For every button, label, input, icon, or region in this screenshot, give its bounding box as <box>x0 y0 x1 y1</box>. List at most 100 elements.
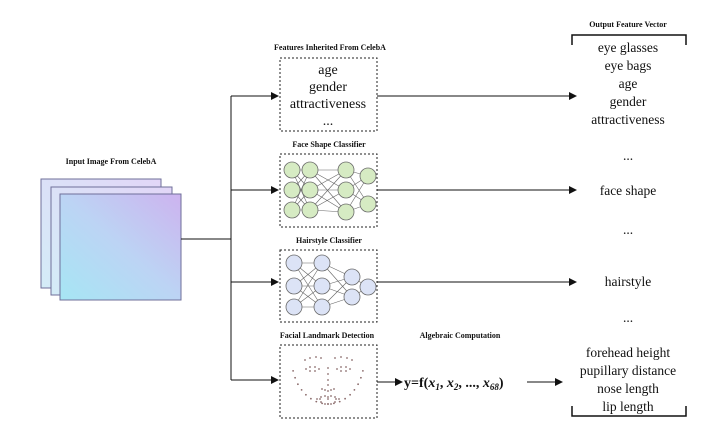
output-item-hairstyle: hairstyle <box>605 274 652 289</box>
algebraic-computation: Algebraic Computation y=f(x1, x2, ..., x… <box>377 331 504 392</box>
hairstyle-title: Hairstyle Classifier <box>296 236 362 245</box>
network-node <box>313 298 331 316</box>
landmark-point <box>309 366 311 368</box>
output-feature-vector: Output Feature Vector eye glasses eye ba… <box>571 20 687 417</box>
network-node <box>283 201 301 219</box>
output-item-age: age <box>619 76 638 91</box>
network-node <box>301 201 319 219</box>
output-vector-title: Output Feature Vector <box>589 20 667 29</box>
landmark-point <box>320 401 322 403</box>
output-item-eye-bags: eye bags <box>605 58 652 73</box>
face-shape-network-icon <box>283 161 377 221</box>
output-item-nose-length: nose length <box>597 381 659 396</box>
formula: y=f(x1, x2, ..., x68) <box>404 376 504 392</box>
landmark-point <box>362 370 364 372</box>
landmark-point <box>360 376 362 379</box>
network-node <box>359 167 377 185</box>
network-node <box>313 277 331 295</box>
landmark-point <box>321 388 323 390</box>
network-node <box>337 181 355 199</box>
landmark-point <box>309 357 311 359</box>
output-item-eye-glasses: eye glasses <box>598 40 658 55</box>
landmark-point <box>294 376 296 379</box>
output-vector-top-bracket <box>571 34 687 45</box>
landmark-point <box>334 396 336 398</box>
algebraic-computation-title: Algebraic Computation <box>420 331 501 340</box>
output-item-ellipsis: ... <box>623 148 633 163</box>
inherited-feature-ellipsis: ... <box>323 114 334 129</box>
landmark-point <box>297 383 299 386</box>
landmark-point <box>324 403 326 405</box>
landmark-point <box>319 398 321 400</box>
landmark-point <box>314 366 316 368</box>
network-edge <box>309 169 347 211</box>
landmark-point <box>315 400 318 403</box>
landmark-point <box>340 370 342 372</box>
network-node <box>301 161 319 179</box>
landmark-point <box>353 389 356 391</box>
landmark-point <box>340 356 342 358</box>
network-node <box>337 161 355 179</box>
landmark-point <box>357 383 359 386</box>
network-node <box>359 195 377 213</box>
landmark-point <box>305 393 307 396</box>
landmark-point <box>327 367 329 369</box>
landmark-point <box>304 359 306 361</box>
landmark-point <box>327 396 329 398</box>
landmark-point <box>324 389 326 391</box>
inherited-features-module: Features Inherited From CelebA age gende… <box>274 43 386 132</box>
inherited-features-box <box>279 57 378 132</box>
input-image-title: Input Image From CelebA <box>66 157 157 166</box>
network-node <box>337 203 355 221</box>
landmark-module: Facial Landmark Detection <box>279 331 378 419</box>
hairstyle-network-icon <box>285 254 377 316</box>
landmark-point <box>345 370 347 372</box>
network-node <box>285 298 303 316</box>
hairstyle-module: Hairstyle Classifier <box>279 236 378 323</box>
landmark-point <box>338 400 341 403</box>
landmark-point <box>340 366 342 368</box>
network-node <box>283 161 301 179</box>
face-landmarks-icon <box>292 356 364 405</box>
output-arrows <box>377 92 577 386</box>
landmark-point <box>327 398 329 400</box>
landmark-point <box>310 397 312 400</box>
landmark-point <box>292 370 294 372</box>
network-node <box>301 181 319 199</box>
landmark-point <box>334 401 336 403</box>
landmark-point <box>333 388 335 390</box>
output-item-lip-length: lip length <box>602 399 654 414</box>
network-edge <box>309 169 347 213</box>
landmark-point <box>330 389 332 391</box>
branch-connectors <box>181 92 279 384</box>
network-node <box>313 254 331 272</box>
network-node <box>359 278 377 296</box>
face-shape-module: Face Shape Classifier <box>279 140 378 228</box>
landmark-point <box>300 389 303 391</box>
landmark-point <box>338 398 340 400</box>
landmark-point <box>335 398 337 400</box>
output-item-face-shape: face shape <box>600 183 657 198</box>
landmark-point <box>321 402 323 405</box>
inherited-features-title: Features Inherited From CelebA <box>274 43 386 52</box>
landmark-point <box>305 368 307 370</box>
landmark-point <box>315 356 317 358</box>
landmark-point <box>324 395 326 397</box>
landmark-point <box>320 357 322 359</box>
inherited-feature-attractiveness: attractiveness <box>290 97 366 112</box>
landmark-point <box>346 357 348 359</box>
output-item-attractiveness: attractiveness <box>591 112 664 127</box>
network-node <box>285 277 303 295</box>
landmark-point <box>327 384 329 386</box>
landmark-point <box>330 395 332 397</box>
landmark-point <box>316 398 318 400</box>
landmark-point <box>330 403 332 405</box>
face-shape-title: Face Shape Classifier <box>292 140 366 149</box>
landmark-point <box>327 373 329 375</box>
landmark-point <box>349 368 351 370</box>
landmark-point <box>349 393 351 396</box>
landmark-point <box>327 403 329 405</box>
output-items: eye glasses eye bags age gender attracti… <box>580 40 676 414</box>
